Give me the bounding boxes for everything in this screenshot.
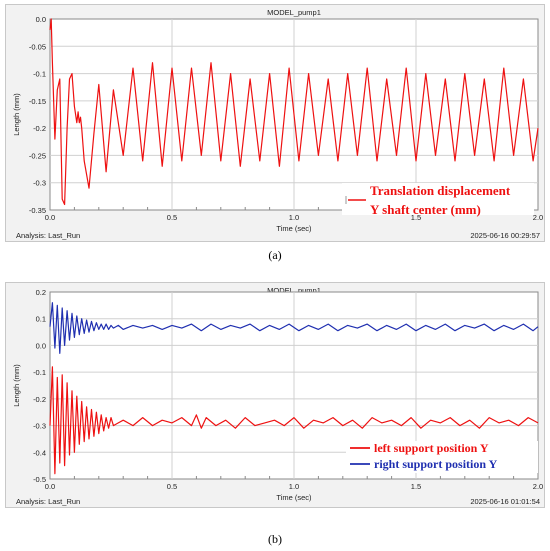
x-axis-label: Time (sec) xyxy=(276,224,312,233)
legend-box xyxy=(346,441,538,473)
chart-title: MODEL_pump1 xyxy=(267,8,321,17)
x-tick-label: 1.5 xyxy=(411,482,421,491)
chart-panel-a: MODEL_pump1 0.0 0.5 1.0 1.5 2.0 0.0 -0.05 -0.1 -0… xyxy=(5,4,545,242)
y-tick-label: 0.0 xyxy=(36,15,46,24)
y-tick-label: -0.3 xyxy=(33,179,46,188)
y-tick-label: -0.2 xyxy=(33,124,46,133)
y-tick-label: -0.05 xyxy=(29,42,46,51)
y-tick-label: 0.0 xyxy=(36,341,46,350)
legend-label-1: left support position Y xyxy=(374,441,489,455)
y-tick-label: -0.1 xyxy=(33,70,46,79)
chart-title: MODEL_pump1 xyxy=(267,286,321,295)
x-axis-label: Time (sec) xyxy=(276,493,312,502)
legend-label-line: Y shaft center (mm) xyxy=(370,202,481,217)
series-line-1 xyxy=(49,18,539,206)
x-tick-label: 1.0 xyxy=(289,213,299,222)
chart-b-svg: MODEL_pump1 0.0 0.5 1.0 1.5 2.0 0.2 0.1 0.0 -0.1 -… xyxy=(12,286,543,506)
y-tick-label: -0.25 xyxy=(29,151,46,160)
x-tick-label: 0.0 xyxy=(45,482,55,491)
y-axis-label: Length (mm) xyxy=(12,93,21,136)
y-tick-label: -0.3 xyxy=(33,422,46,431)
x-tick-label: 0.0 xyxy=(45,213,55,222)
series-line-1 xyxy=(49,366,539,475)
figure-sublabel-b: (b) xyxy=(268,532,282,546)
x-tick-label: 1.5 xyxy=(411,213,421,222)
x-tick-label: 2.0 xyxy=(533,482,543,491)
y-tick-label: 0.1 xyxy=(36,315,46,324)
x-tick-label: 0.5 xyxy=(167,213,177,222)
y-tick-label: -0.5 xyxy=(33,475,46,484)
y-tick-label: -0.15 xyxy=(29,97,46,106)
legend-box xyxy=(342,183,534,215)
y-tick-label: -0.4 xyxy=(33,448,46,457)
y-axis-label: Length (mm) xyxy=(12,364,21,407)
chart-a-svg: MODEL_pump1 0.0 0.5 1.0 1.5 2.0 0.0 -0.05 -0.1 -0… xyxy=(12,8,543,240)
analysis-label: Analysis: Last_Run xyxy=(16,497,80,506)
y-tick-label: 0.2 xyxy=(36,288,46,297)
x-tick-label: 0.5 xyxy=(167,482,177,491)
timestamp-label: 2025-06-16 01:01:54 xyxy=(470,497,540,506)
analysis-label: Analysis: Last_Run xyxy=(16,231,80,240)
timestamp-label: 2025-06-16 00:29:57 xyxy=(470,231,540,240)
y-tick-label: -0.1 xyxy=(33,368,46,377)
x-tick-label: 1.0 xyxy=(289,482,299,491)
series-line-2 xyxy=(49,302,539,355)
chart-panel-b: MODEL_pump1 0.0 0.5 1.0 1.5 2.0 0.2 0.1 0.0 -0.1 -… xyxy=(5,282,545,508)
legend-label-2: right support position Y xyxy=(374,457,498,471)
figure-sublabel-a: (a) xyxy=(268,248,282,262)
x-tick-label: 2.0 xyxy=(533,213,543,222)
y-tick-label: -0.35 xyxy=(29,206,46,215)
y-tick-label: -0.2 xyxy=(33,395,46,404)
legend-label-line: Translation displacement xyxy=(370,183,511,198)
